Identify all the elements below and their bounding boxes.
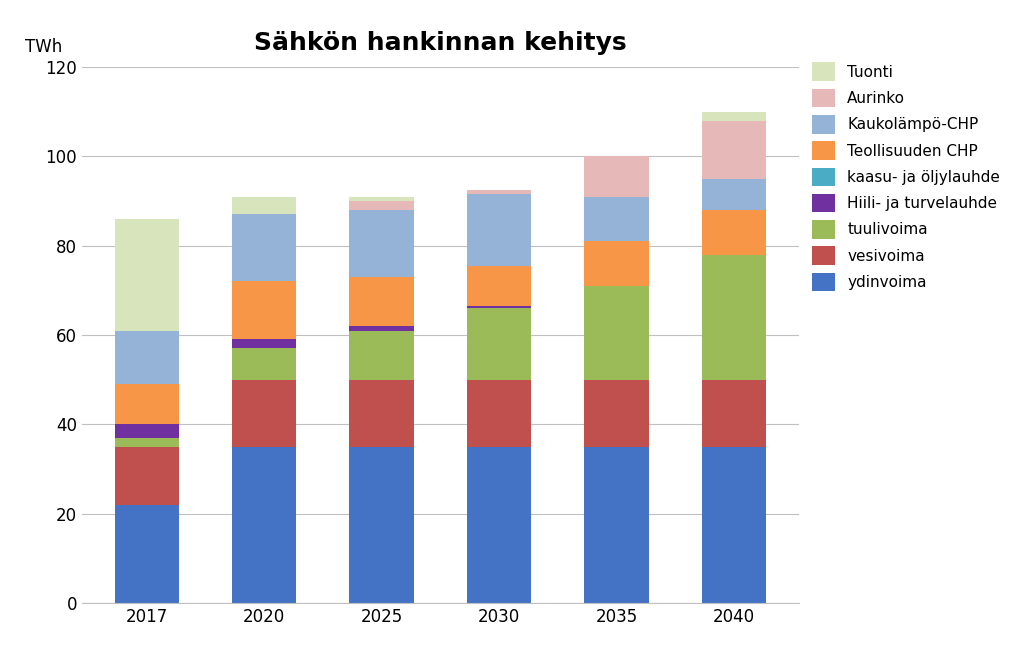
Bar xyxy=(231,214,297,281)
Bar xyxy=(231,380,297,447)
Title: Sähkön hankinnan kehitys: Sähkön hankinnan kehitys xyxy=(254,31,627,56)
Bar xyxy=(115,424,179,438)
Bar xyxy=(467,447,531,603)
Bar xyxy=(349,196,414,201)
Bar xyxy=(701,179,766,210)
Bar xyxy=(701,255,766,380)
Bar xyxy=(349,277,414,326)
Bar xyxy=(584,447,649,603)
Legend: Tuonti, Aurinko, Kaukolämpö-CHP, Teollisuuden CHP, kaasu- ja öljylauhde, Hiili- : Tuonti, Aurinko, Kaukolämpö-CHP, Teollis… xyxy=(806,56,1007,297)
Bar xyxy=(467,194,531,266)
Bar xyxy=(701,380,766,447)
Bar xyxy=(701,210,766,255)
Bar xyxy=(349,380,414,447)
Bar xyxy=(231,340,297,348)
Bar xyxy=(584,196,649,241)
Bar xyxy=(584,286,649,380)
Bar xyxy=(231,447,297,603)
Bar xyxy=(231,196,297,214)
Bar xyxy=(701,112,766,121)
Bar xyxy=(349,330,414,380)
Bar xyxy=(467,380,531,447)
Text: TWh: TWh xyxy=(25,38,61,56)
Bar xyxy=(115,219,179,330)
Bar xyxy=(701,447,766,603)
Bar xyxy=(349,210,414,277)
Bar xyxy=(467,308,531,380)
Bar xyxy=(349,326,414,330)
Bar xyxy=(349,201,414,210)
Bar xyxy=(584,241,649,286)
Bar xyxy=(115,447,179,505)
Bar xyxy=(115,505,179,603)
Bar xyxy=(467,266,531,306)
Bar xyxy=(584,380,649,447)
Bar xyxy=(584,156,649,196)
Bar xyxy=(467,190,531,194)
Bar xyxy=(467,306,531,308)
Bar xyxy=(115,330,179,384)
Bar xyxy=(115,384,179,424)
Bar xyxy=(115,438,179,447)
Bar xyxy=(701,121,766,179)
Bar xyxy=(231,281,297,340)
Bar xyxy=(231,348,297,380)
Bar xyxy=(349,447,414,603)
